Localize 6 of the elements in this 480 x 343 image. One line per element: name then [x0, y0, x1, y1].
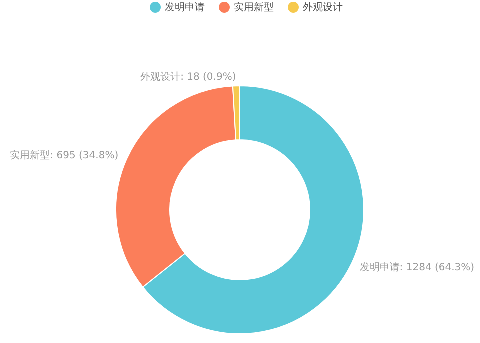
legend-label: 实用新型 — [234, 2, 274, 14]
data-label: 外观设计: 18 (0.9%) — [140, 71, 236, 84]
data-label: 实用新型: 695 (34.8%) — [10, 150, 119, 162]
legend-label: 发明申请 — [165, 2, 205, 14]
data-label: 发明申请: 1284 (64.3%) — [360, 262, 475, 274]
legend-label: 外观设计 — [303, 2, 343, 14]
